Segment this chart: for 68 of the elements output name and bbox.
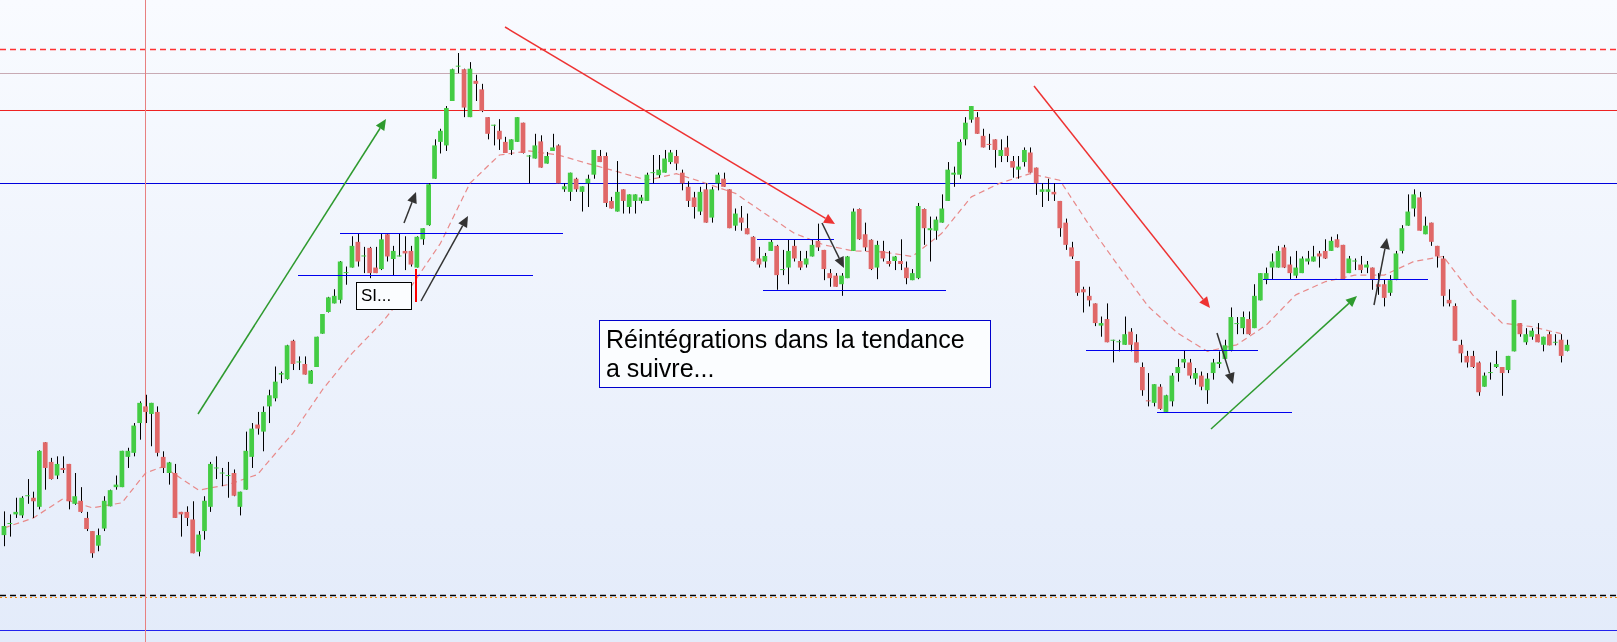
- candlestick: [1151, 383, 1157, 407]
- candlestick: [797, 250, 803, 271]
- candlestick: [615, 160, 620, 213]
- candlestick: [579, 185, 585, 213]
- candlestick: [78, 486, 83, 514]
- candlestick: [1092, 302, 1098, 327]
- annotation: SI...: [356, 282, 412, 310]
- candlestick: [72, 472, 78, 506]
- candlestick: [25, 478, 30, 505]
- candlestick: [485, 116, 490, 140]
- candlestick: [756, 246, 762, 269]
- candlestick: [1411, 188, 1417, 218]
- candlestick: [1098, 316, 1104, 338]
- candlestick: [1086, 286, 1092, 307]
- candlestick: [1022, 146, 1027, 168]
- candlestick: [84, 511, 89, 532]
- candlestick: [1175, 358, 1181, 383]
- candlestick: [738, 205, 744, 232]
- candlestick: [620, 188, 626, 215]
- candlestick: [1558, 333, 1564, 363]
- candlestick: [90, 530, 95, 559]
- candlestick: [261, 405, 266, 452]
- candlestick: [196, 530, 201, 557]
- candlestick: [1187, 358, 1192, 380]
- candlestick: [473, 74, 479, 102]
- candlestick: [219, 467, 225, 487]
- candlestick: [821, 249, 827, 281]
- candlestick: [384, 232, 390, 263]
- candlestick: [1039, 182, 1045, 208]
- candlestick: [479, 83, 485, 113]
- candlestick: [137, 400, 142, 441]
- candlestick: [974, 111, 980, 135]
- candlestick: [255, 411, 260, 436]
- candlestick: [149, 402, 154, 447]
- candlestick: [880, 240, 886, 263]
- candlestick: [143, 394, 148, 424]
- candlestick: [7, 513, 13, 538]
- candlestick: [1140, 361, 1145, 397]
- candlestick: [1405, 193, 1411, 227]
- candlestick: [1499, 366, 1505, 397]
- candlestick: [1204, 372, 1210, 405]
- candlestick: [361, 246, 367, 274]
- candlestick: [1045, 178, 1051, 202]
- candlestick: [733, 208, 738, 232]
- annotation: Réintégrations dans la tendance a suivre...: [599, 320, 991, 388]
- candlestick: [1246, 310, 1251, 336]
- candlestick: [1010, 155, 1015, 179]
- candlestick: [497, 118, 502, 151]
- candlestick: [1145, 372, 1151, 407]
- candlestick: [1488, 361, 1493, 381]
- candlestick: [1004, 135, 1010, 163]
- candlestick: [791, 239, 797, 263]
- candlestick: [491, 124, 496, 146]
- candlestick: [963, 116, 968, 146]
- candlestick: [1552, 333, 1558, 346]
- candlestick: [998, 138, 1004, 163]
- candlestick: [898, 238, 903, 271]
- candlestick: [1198, 371, 1204, 391]
- candlestick: [160, 450, 166, 474]
- candlestick: [302, 355, 308, 376]
- candlestick: [780, 249, 785, 276]
- candlestick: [786, 239, 791, 285]
- candlestick: [679, 169, 685, 191]
- candlestick: [674, 149, 679, 171]
- candlestick: [904, 261, 909, 285]
- candlestick: [1016, 155, 1021, 180]
- candlestick: [320, 313, 325, 335]
- candlestick: [95, 528, 101, 552]
